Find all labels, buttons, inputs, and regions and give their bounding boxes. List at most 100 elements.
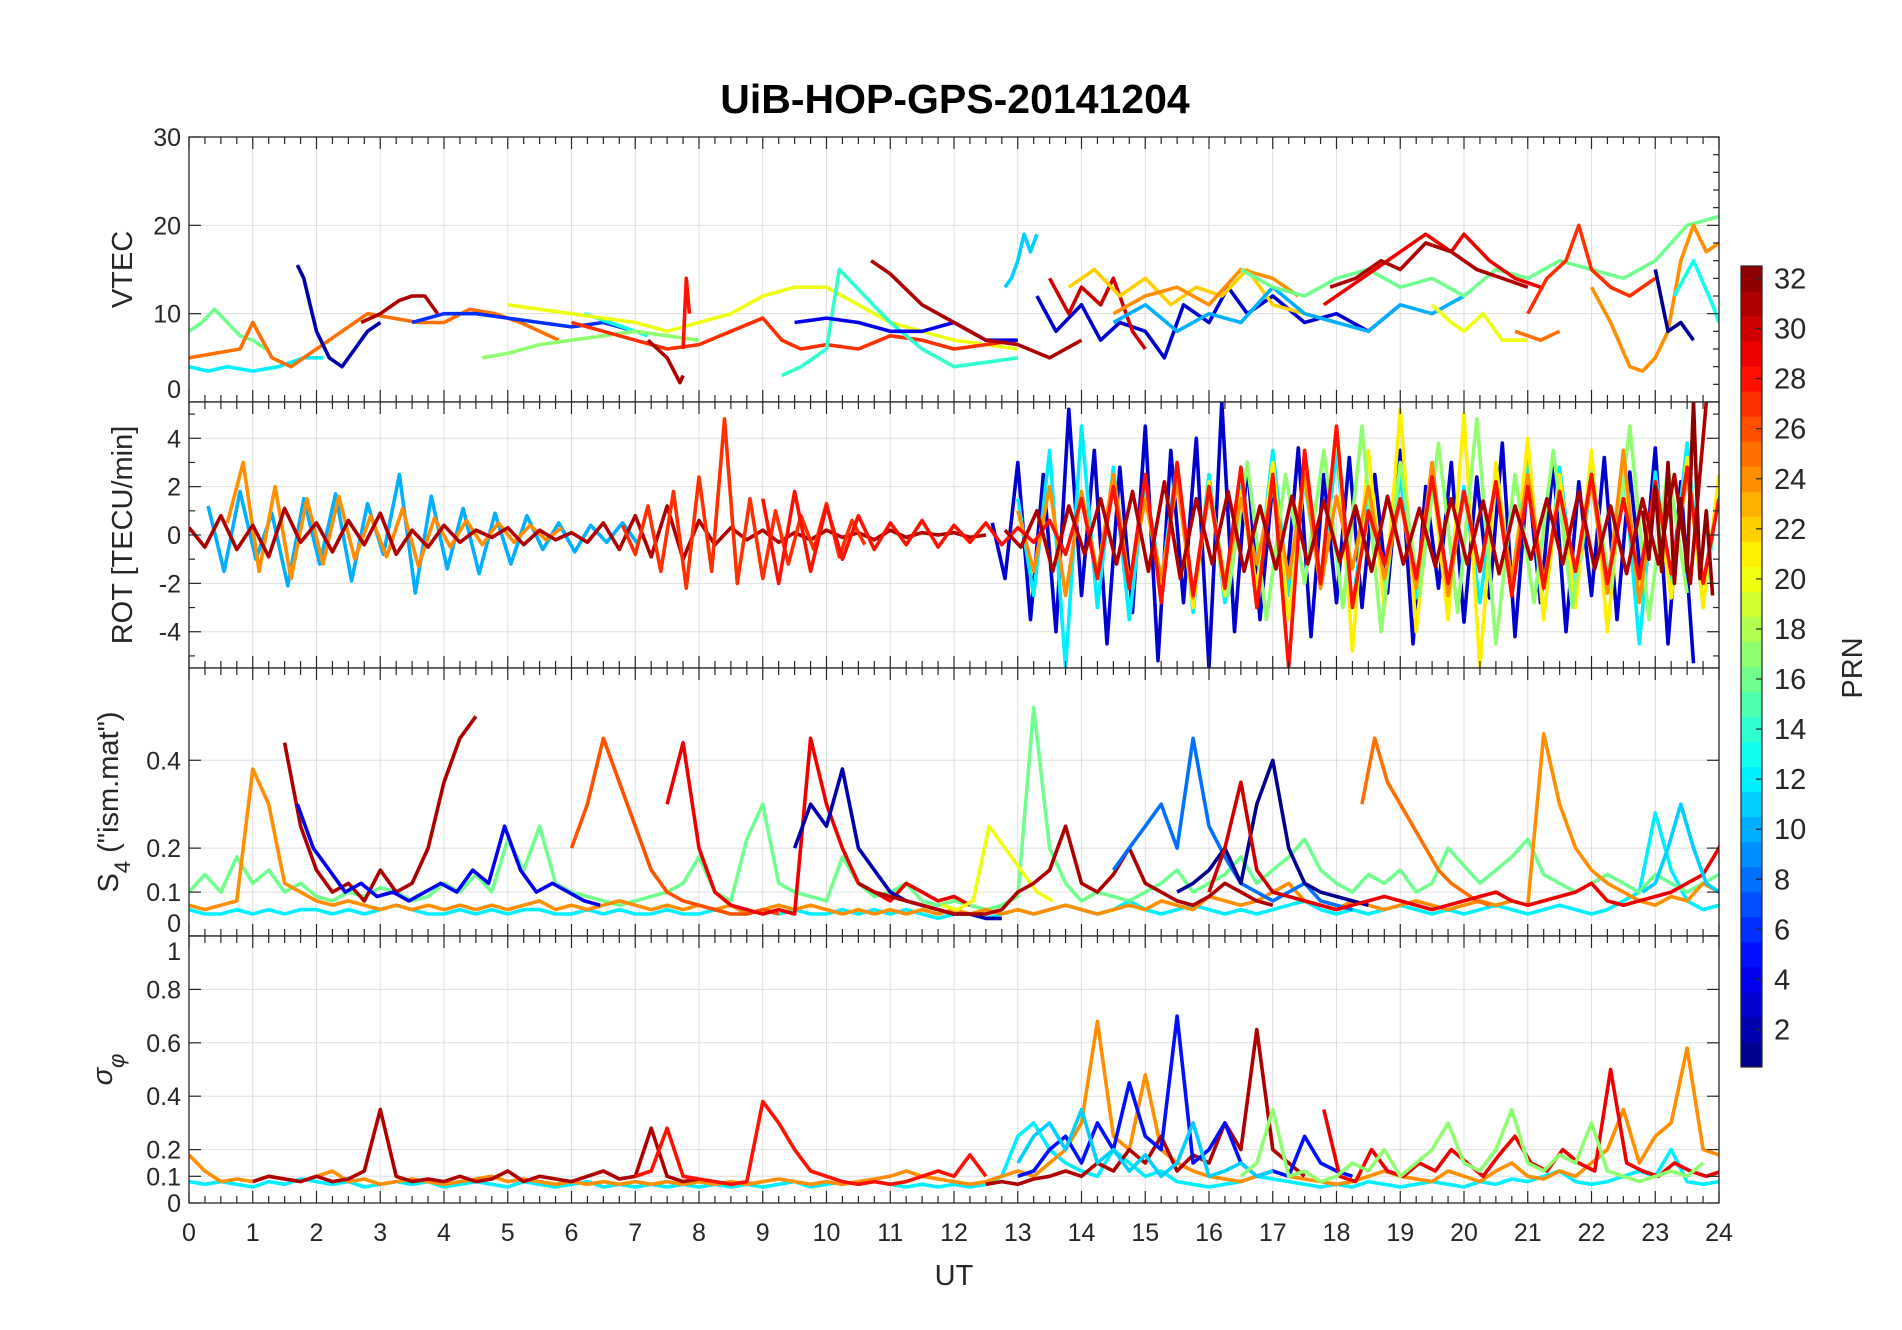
colorbar-band [1741, 566, 1762, 592]
colorbar-band [1741, 1016, 1762, 1043]
y-tick-label: 0 [167, 1190, 181, 1218]
colorbar-band [1741, 941, 1762, 968]
series-line-prn-25 [1360, 736, 1491, 907]
series-line-prn-31 [646, 338, 685, 385]
y-label-subscript: φ [104, 1054, 129, 1068]
y-axis-label: σφ [87, 1054, 129, 1086]
y-tick-label: 0.4 [146, 1083, 181, 1111]
series-line-prn-31 [252, 1107, 700, 1184]
series-line-prn-25 [1514, 329, 1561, 343]
series-line-prn-17 [1239, 1107, 1705, 1184]
colorbar-label: PRN [1837, 637, 1869, 698]
y-axis-label: S4 ("ism.mat") [93, 711, 135, 892]
colorbar-tick-label: 14 [1774, 714, 1806, 746]
colorbar-band [1741, 666, 1762, 693]
x-tick-label: 2 [310, 1219, 324, 1247]
series-line-prn-28 [761, 424, 1719, 668]
colorbar-tick-label: 28 [1774, 364, 1806, 396]
series-line-prn-29 [665, 736, 971, 916]
series-line-prn-31 [1003, 402, 1709, 586]
series-line-prn-31 [985, 1027, 1306, 1187]
y-tick-label: 30 [153, 124, 181, 152]
series-line-prn-31 [1329, 241, 1529, 289]
series-line-prn-5 [1017, 1014, 1353, 1179]
colorbar-tick-label: 12 [1774, 764, 1806, 796]
colorbar-band [1741, 641, 1762, 667]
series-line-prn-2 [295, 264, 382, 369]
x-tick-label: 0 [182, 1219, 196, 1247]
series-line-prn-20 [507, 285, 1019, 351]
colorbar-band [1741, 716, 1762, 743]
colorbar-band [1741, 541, 1762, 567]
y-tick-label: 0.2 [146, 1137, 181, 1165]
colorbar-band [1741, 1041, 1762, 1068]
series-line-prn-8 [1111, 736, 1353, 912]
series-line-prn-28 [634, 1099, 988, 1187]
colorbar-band [1741, 991, 1762, 1018]
series-line-prn-16 [189, 307, 267, 351]
series-line-prn-12 [189, 1121, 1719, 1189]
colorbar-tick-label: 30 [1774, 314, 1806, 346]
series-group [189, 1014, 1719, 1189]
colorbar-band [1741, 791, 1762, 818]
x-tick-label: 14 [1068, 1219, 1096, 1247]
colorbar-tick-label: 16 [1774, 664, 1806, 696]
series-line-prn-28 [681, 276, 692, 350]
colorbar-band [1741, 616, 1762, 642]
y-tick-label: 1 [167, 938, 181, 966]
panel-vtec: 0 10 20 30 VTEC [107, 124, 1720, 404]
y-label-main: σ [87, 1066, 119, 1085]
series-group [189, 705, 1719, 921]
colorbar-band [1741, 466, 1762, 492]
x-tick-label: 18 [1323, 1219, 1351, 1247]
colorbar-tick-label: 2 [1774, 1014, 1790, 1046]
x-tick-label: 10 [813, 1219, 841, 1247]
x-tick-label: 13 [1004, 1219, 1032, 1247]
series-line-prn-16 [1240, 214, 1719, 298]
colorbar-band [1741, 966, 1762, 993]
series-line-prn-26 [569, 736, 780, 916]
colorbar-band [1741, 441, 1762, 467]
series-line-prn-30 [1048, 276, 1147, 351]
y-tick-label: 0.1 [146, 1163, 181, 1191]
colorbar-band [1741, 866, 1762, 893]
colorbar-tick-label: 4 [1774, 964, 1790, 996]
series-line-prn-24 [1112, 267, 1300, 316]
colorbar-band [1741, 916, 1762, 943]
colorbar-band [1741, 691, 1762, 718]
series-line-prn-32 [1640, 402, 1715, 596]
colorbar-tick-label: 22 [1774, 514, 1806, 546]
series-line-prn-14 [781, 267, 1019, 378]
series-line-prn-27 [1526, 223, 1657, 315]
y-tick-label: 0.4 [146, 747, 181, 775]
x-tick-label: 15 [1131, 1219, 1159, 1247]
colorbar-tick-label: 8 [1774, 864, 1790, 896]
x-tick-label: 7 [628, 1219, 642, 1247]
colorbar-band [1741, 341, 1762, 367]
y-label-main: S [93, 873, 125, 892]
colorbar-tick-label: 32 [1774, 264, 1806, 296]
y-tick-label: 10 [153, 301, 181, 329]
y-tick-label: 4 [167, 425, 181, 453]
colorbar-tick-label: 24 [1774, 464, 1806, 496]
y-tick-label: 0 [167, 522, 181, 550]
colorbar-tick-label: 10 [1774, 814, 1806, 846]
colorbar-band [1741, 591, 1762, 617]
series-line-prn-1 [1653, 269, 1695, 342]
colorbar-band [1741, 416, 1762, 442]
x-tick-label: 5 [501, 1219, 515, 1247]
series-line-prn-31 [857, 824, 1274, 916]
y-tick-label: 2 [167, 474, 181, 502]
colorbar-band [1741, 841, 1762, 868]
series-line-prn-22 [1067, 267, 1337, 325]
panel-s4: 0 0.1 0.2 0.4 S4 ("ism.mat") [93, 667, 1720, 938]
colorbar-band [1741, 291, 1762, 317]
series-line-prn-17 [481, 329, 700, 360]
series-line-prn-31 [360, 294, 440, 325]
x-tick-label: 9 [756, 1219, 770, 1247]
colorbar-band [1741, 491, 1762, 517]
y-tick-label: 0 [167, 376, 181, 404]
series-line-prn-11 [1003, 232, 1039, 289]
